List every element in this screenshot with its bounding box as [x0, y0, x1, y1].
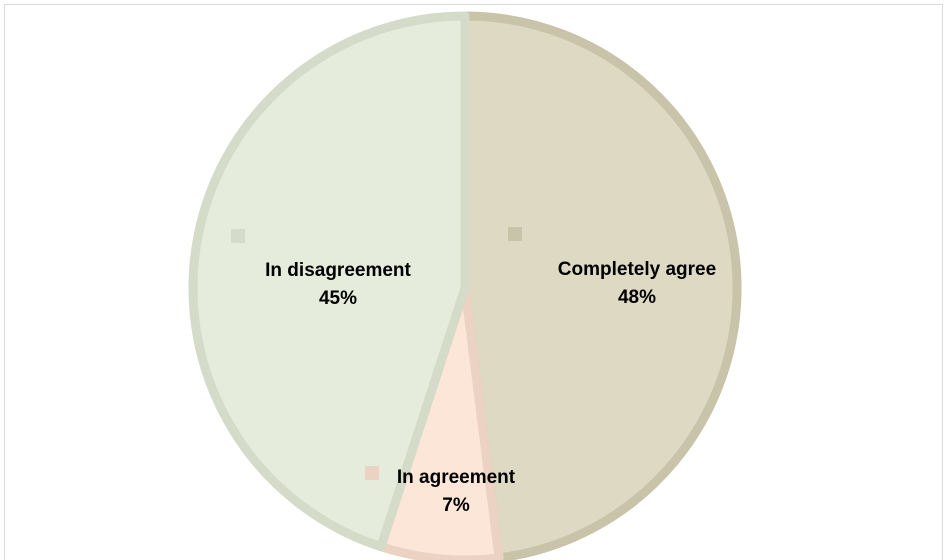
pie-slice-in-disagreement: [188, 11, 470, 552]
data-label-category-in-disagreement: In disagreement: [265, 260, 411, 281]
legend-key-completely-agree: [508, 227, 522, 241]
pie-slices: [188, 11, 742, 560]
data-label-category-completely-agree: Completely agree: [558, 259, 716, 280]
legend-key-in-agreement: [365, 466, 379, 480]
data-label-percent-in-disagreement: 45%: [319, 288, 357, 309]
legend-key-in-disagreement: [231, 229, 245, 243]
pie-slice-completely-agree: [460, 11, 742, 560]
pie-data-labels: Completely agree 48% In agreement 7% In disa…: [231, 227, 716, 516]
data-label-percent-in-agreement: 7%: [442, 495, 470, 516]
data-label-category-in-agreement: In agreement: [397, 467, 516, 488]
data-label-percent-completely-agree: 48%: [618, 287, 656, 308]
